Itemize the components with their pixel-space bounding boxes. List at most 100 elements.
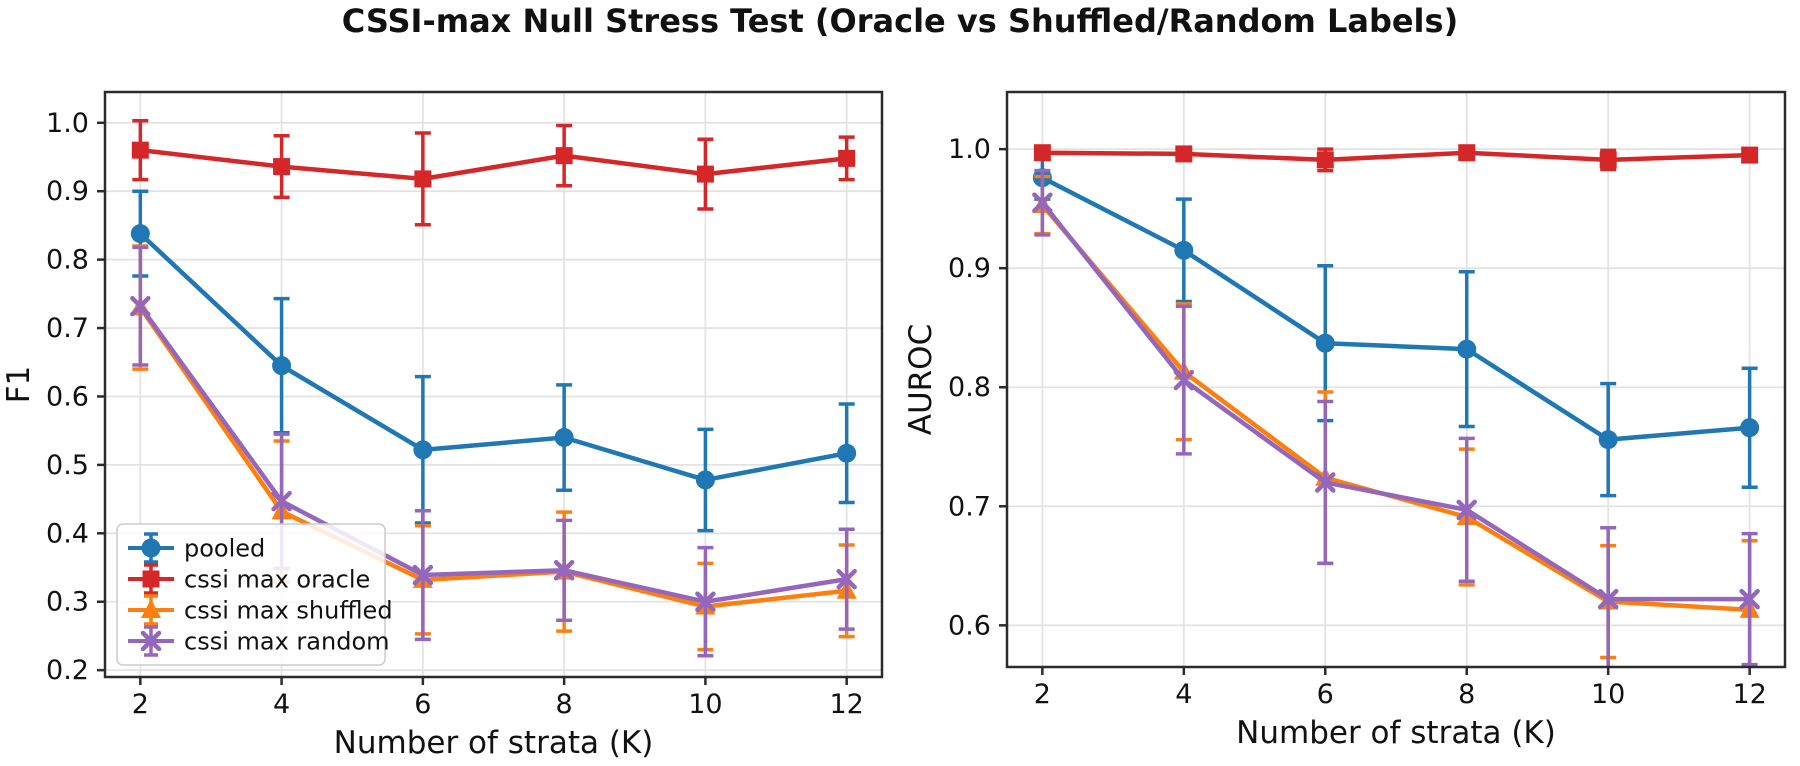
y-tick-label: 0.9 [948, 253, 991, 284]
axes-f1: 2 4 6 8 10 12 Number of strata (K) 0.2 0.3 0.4 0.5… [1, 90, 884, 761]
data-point-marker [271, 490, 292, 512]
data-point-marker [1741, 146, 1759, 164]
markers-cssi-max-oracle [131, 141, 856, 188]
y-tick-label: 0.8 [948, 372, 991, 403]
data-point-marker [695, 470, 715, 490]
x-tick-label: 10 [1591, 679, 1625, 710]
legend-label: cssi max oracle [184, 566, 370, 594]
x-tick-label: 12 [830, 689, 864, 720]
data-point-marker [413, 440, 433, 460]
series-line-cssi-max-shuffled [138, 305, 849, 609]
data-point-marker [1457, 339, 1477, 359]
markers-cssi-max-oracle [1033, 144, 1759, 169]
figure-title: CSSI-max Null Stress Test (Oracle vs Shu… [341, 2, 1459, 40]
series-cssi-max-oracle [131, 118, 856, 227]
legend-label: pooled [184, 535, 265, 563]
x-tick-label: 12 [1732, 679, 1766, 710]
data-point-marker [837, 443, 857, 463]
data-point-marker [1175, 145, 1193, 163]
data-point-marker [1315, 472, 1336, 493]
data-point-marker [272, 356, 292, 376]
y-tick-label: 0.8 [46, 245, 89, 276]
y-tick-label: 0.6 [46, 381, 89, 412]
data-point-marker [836, 568, 857, 590]
data-point-marker [1033, 144, 1051, 162]
x-tick-label: 6 [1317, 679, 1334, 710]
series-cssi-max-random [1032, 168, 1760, 667]
data-point-marker [1173, 369, 1195, 391]
plot-background [1007, 92, 1785, 667]
data-point-marker [1598, 430, 1618, 450]
data-point-marker [1456, 499, 1477, 521]
y-tick-label: 0.7 [948, 491, 991, 522]
x-axis-label: Number of strata (K) [334, 725, 654, 761]
data-point-marker [838, 149, 856, 167]
y-tick-label: 1.0 [948, 134, 991, 165]
x-tick-label: 4 [1175, 679, 1192, 710]
series-line-pooled [138, 231, 849, 483]
data-point-marker [414, 170, 432, 188]
x-tick-label: 8 [556, 689, 573, 720]
y-axis: 0.2 0.3 0.4 0.5 0.6 0.7 0.8 0.9 1.0 F1 [1, 108, 105, 686]
series-cssi-max-oracle [1033, 144, 1759, 173]
series-line-cssi-max-random [138, 303, 849, 604]
y-tick-label: 0.9 [46, 176, 89, 207]
x-axis: 2 4 6 8 10 12 Number of strata (K) [1034, 667, 1767, 751]
data-point-marker [130, 295, 151, 317]
legend-marker [141, 538, 161, 558]
legend: pooled cssi max oracle cssi max shuffled cs… [116, 523, 393, 666]
data-point-marker [1458, 144, 1476, 162]
data-point-marker [554, 428, 574, 448]
data-point-marker [1597, 588, 1619, 610]
markers-pooled [1032, 168, 1760, 450]
legend-marker [140, 630, 162, 652]
markers-cssi-max-random [130, 295, 857, 612]
legend-entry-cssi-max-oracle: cssi max oracle [128, 563, 370, 595]
series-line-cssi-max-random [1040, 200, 1752, 602]
series-pooled [1032, 154, 1760, 498]
y-axis-label: AUROC [903, 324, 939, 435]
series-line-cssi-max-oracle [1040, 150, 1752, 163]
x-tick-label: 2 [132, 689, 149, 720]
x-tick-label: 6 [414, 689, 431, 720]
legend-marker [142, 570, 160, 588]
y-tick-label: 0.3 [46, 587, 89, 618]
data-point-marker [412, 564, 434, 586]
plot-border [1005, 90, 1787, 669]
data-point-marker [555, 147, 573, 165]
data-point-marker [1174, 240, 1194, 260]
data-point-marker [130, 224, 150, 244]
markers-cssi-max-random [1032, 192, 1760, 610]
series-pooled [130, 189, 857, 533]
data-point-marker [273, 158, 291, 176]
y-tick-label: 0.2 [46, 655, 89, 686]
x-tick-label: 2 [1034, 679, 1051, 710]
data-point-marker [1599, 151, 1617, 169]
legend-entry-pooled: pooled [128, 532, 265, 564]
data-point-marker [1739, 588, 1760, 610]
data-point-marker [131, 141, 149, 159]
legend-label: cssi max random [184, 628, 390, 656]
legend-entry-cssi-max-shuffled: cssi max shuffled [128, 594, 393, 626]
legend-box [116, 523, 386, 666]
y-tick-label: 0.4 [46, 518, 89, 549]
y-axis-label: F1 [1, 366, 37, 404]
data-point-marker [1316, 151, 1334, 169]
y-axis: 0.6 0.7 0.8 0.9 1.0 AUROC [903, 134, 1007, 641]
series-layer [1032, 144, 1760, 667]
series-cssi-max-random [130, 245, 857, 658]
y-tick-label: 0.6 [948, 610, 991, 641]
x-tick-label: 10 [688, 689, 722, 720]
x-tick-label: 4 [273, 689, 290, 720]
series-line-cssi-max-oracle [138, 147, 849, 182]
x-axis-label: Number of strata (K) [1236, 715, 1556, 751]
y-tick-label: 0.5 [46, 450, 89, 481]
axes-auroc: 2 4 6 8 10 12 Number of strata (K) 0.6 0.7 0.8 0.9… [903, 90, 1787, 751]
legend-label: cssi max shuffled [184, 597, 393, 625]
plot-border [103, 90, 884, 679]
data-point-marker [1032, 192, 1053, 213]
series-line-pooled [1040, 175, 1752, 442]
markers-pooled [130, 224, 857, 490]
